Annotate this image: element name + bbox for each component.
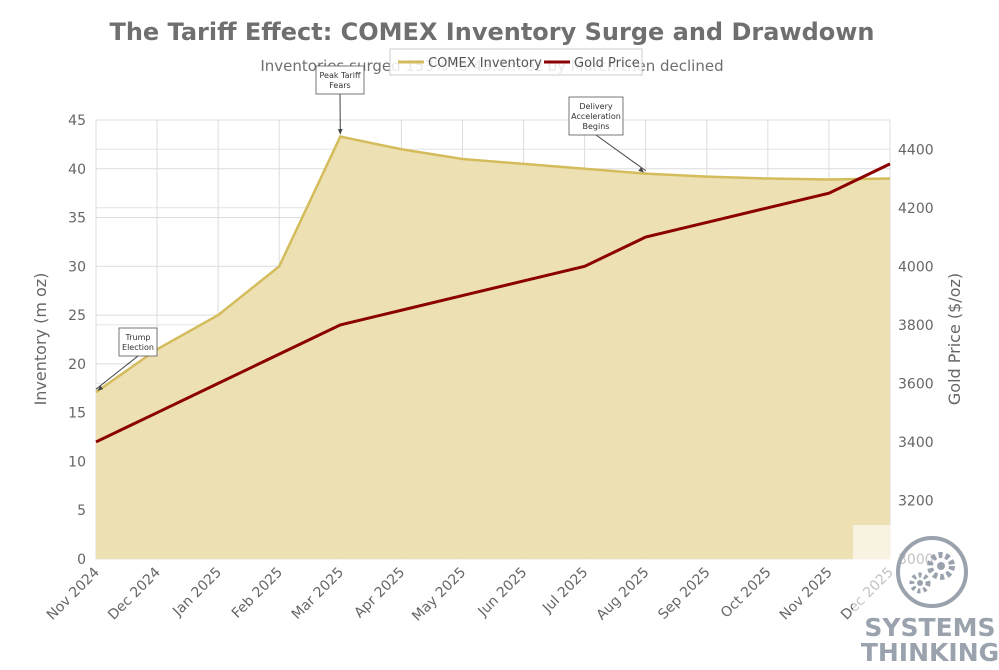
legend-box bbox=[389, 48, 643, 76]
y-tick-label: 40 bbox=[68, 162, 86, 178]
y-tick-label: 30 bbox=[68, 259, 86, 275]
y-tick-label: 45 bbox=[68, 113, 86, 129]
legend: COMEX Inventory Gold Price bbox=[389, 48, 643, 76]
chart-title: The Tariff Effect: COMEX Inventory Surge… bbox=[109, 18, 874, 46]
y-tick-label: 0 bbox=[77, 552, 86, 568]
watermark-logo: SYSTEMS THINKING bbox=[853, 525, 999, 667]
legend-label-inventory: COMEX Inventory bbox=[428, 56, 542, 71]
annotation-box bbox=[568, 96, 624, 136]
watermark-background bbox=[853, 525, 993, 667]
annotation-text: Acceleration bbox=[571, 112, 621, 121]
annotation-arrowhead bbox=[97, 385, 104, 391]
gears-icon bbox=[896, 536, 968, 608]
annotation-arrow bbox=[95, 355, 139, 390]
watermark-line2: THINKING bbox=[861, 638, 999, 667]
x-tick-label: Jun 2025 bbox=[475, 565, 531, 621]
legend-label-gold: Gold Price bbox=[574, 56, 640, 71]
x-tick-label: Jul 2025 bbox=[539, 565, 591, 617]
watermark-line1: SYSTEMS bbox=[864, 613, 995, 642]
y2-tick-label: 3400 bbox=[898, 435, 934, 451]
x-tick-label: Mar 2025 bbox=[289, 565, 347, 623]
gold-price-line bbox=[95, 162, 891, 444]
y-tick-label: 25 bbox=[68, 308, 86, 324]
x-tick-label: Nov 2025 bbox=[777, 565, 836, 624]
x-tick-label: Dec 2024 bbox=[105, 564, 164, 623]
y2-tick-label: 4400 bbox=[898, 142, 934, 158]
y2-tick-label: 4000 bbox=[898, 259, 934, 275]
gold-price-layer bbox=[95, 162, 891, 444]
annotation-box bbox=[315, 65, 365, 95]
annotation-box bbox=[118, 327, 158, 357]
x-tick-label: May 2025 bbox=[409, 565, 469, 625]
annotation-text: Election bbox=[122, 343, 154, 352]
annotation-text: Begins bbox=[583, 122, 610, 131]
y2-axis-label: Gold Price ($/oz) bbox=[945, 273, 964, 405]
x-tick-label: Aug 2025 bbox=[594, 565, 653, 624]
annotation-text: Trump bbox=[125, 333, 151, 342]
inventory-line bbox=[95, 135, 891, 394]
x-tick-label: Apr 2025 bbox=[351, 565, 408, 622]
y-tick-label: 5 bbox=[77, 503, 86, 519]
x-tick-label: Nov 2024 bbox=[44, 564, 103, 623]
y2-tick-label: 4200 bbox=[898, 201, 934, 217]
annotation-text: Delivery bbox=[579, 102, 612, 111]
annotation-text: Peak Tariff bbox=[319, 71, 361, 80]
x-tick-label: Jan 2025 bbox=[169, 565, 225, 621]
y-tick-label: 20 bbox=[68, 357, 86, 373]
x-tick-label: Feb 2025 bbox=[229, 565, 286, 622]
y2-tick-label: 3800 bbox=[898, 318, 934, 334]
x-tick-label: Oct 2025 bbox=[718, 565, 775, 622]
annotation-arrowhead bbox=[638, 167, 645, 173]
y-tick-label: 15 bbox=[68, 406, 86, 422]
annotation-arrowhead bbox=[337, 129, 343, 135]
y-tick-label: 10 bbox=[68, 454, 86, 470]
y2-tick-label: 3200 bbox=[898, 493, 934, 509]
inventory-area-layer bbox=[95, 135, 891, 559]
annotation-arrow bbox=[595, 134, 646, 172]
inventory-area bbox=[96, 136, 890, 559]
x-tick-label: Sep 2025 bbox=[655, 565, 713, 623]
y2-tick-label: 3600 bbox=[898, 376, 934, 392]
y-axis-label: Inventory (m oz) bbox=[31, 273, 50, 406]
annotation-text: Fears bbox=[329, 81, 350, 90]
y-tick-label: 35 bbox=[68, 211, 86, 227]
